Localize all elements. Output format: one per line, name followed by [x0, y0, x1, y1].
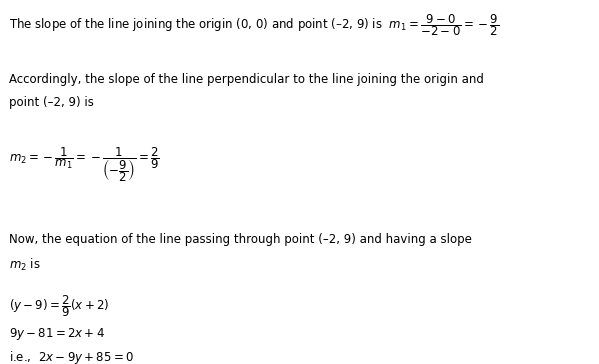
Text: The slope of the line joining the origin (0, 0) and point (–2, 9) is  $m_1 = \df: The slope of the line joining the origin… — [9, 13, 499, 39]
Text: i.e.,  $2x-9y+85 = 0$: i.e., $2x-9y+85 = 0$ — [9, 349, 134, 364]
Text: $9y-81 = 2x+4$: $9y-81 = 2x+4$ — [9, 326, 105, 342]
Text: $(y-9) = \dfrac{2}{9}(x+2)$: $(y-9) = \dfrac{2}{9}(x+2)$ — [9, 293, 110, 319]
Text: Now, the equation of the line passing through point (–2, 9) and having a slope: Now, the equation of the line passing th… — [9, 233, 472, 246]
Text: point (–2, 9) is: point (–2, 9) is — [9, 96, 94, 110]
Text: $m_2 = -\dfrac{1}{m_1} = -\dfrac{1}{\left(-\dfrac{9}{2}\right)} = \dfrac{2}{9}$: $m_2 = -\dfrac{1}{m_1} = -\dfrac{1}{\lef… — [9, 146, 160, 184]
Text: $m_2$ is: $m_2$ is — [9, 257, 41, 273]
Text: Accordingly, the slope of the line perpendicular to the line joining the origin : Accordingly, the slope of the line perpe… — [9, 73, 484, 86]
